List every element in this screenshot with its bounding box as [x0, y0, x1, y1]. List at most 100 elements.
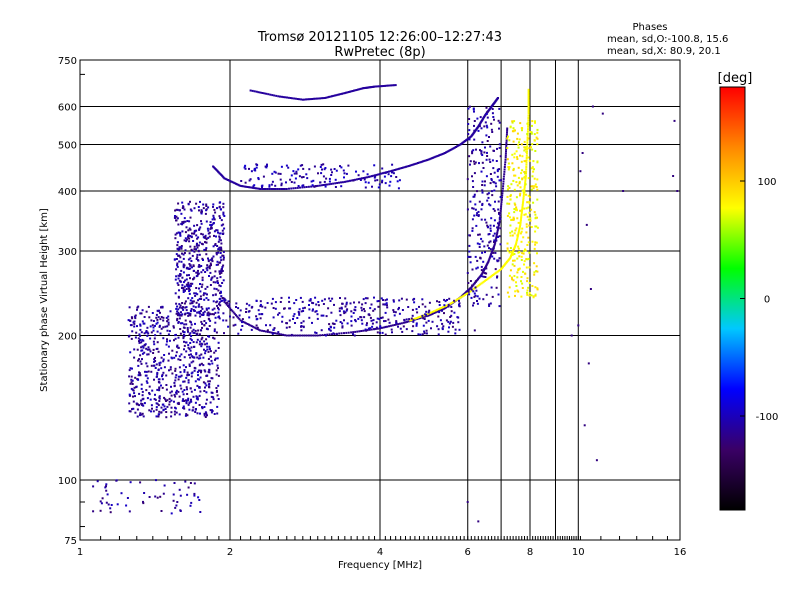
- data-point: [188, 365, 191, 367]
- data-point: [491, 250, 494, 253]
- data-point: [375, 321, 378, 324]
- data-point: [486, 151, 488, 154]
- data-point: [200, 265, 203, 267]
- data-point: [214, 349, 217, 352]
- data-point: [486, 155, 489, 157]
- data-point: [429, 157, 432, 160]
- data-point: [204, 212, 207, 215]
- data-point: [498, 235, 501, 238]
- data-point: [478, 233, 481, 236]
- data-point: [147, 305, 150, 308]
- data-point: [165, 374, 168, 377]
- data-point: [303, 306, 306, 309]
- data-point: [325, 96, 328, 99]
- data-point: [472, 186, 475, 188]
- data-point: [187, 403, 190, 406]
- data-point: [198, 343, 201, 346]
- data-point: [107, 503, 110, 506]
- data-point: [166, 340, 168, 343]
- data-point: [235, 302, 238, 305]
- data-point: [201, 276, 204, 279]
- data-point: [209, 355, 212, 358]
- data-point: [308, 304, 310, 306]
- data-point: [183, 389, 186, 391]
- data-point: [526, 148, 529, 150]
- data-point: [511, 234, 514, 237]
- data-point: [232, 316, 235, 319]
- data-point: [518, 228, 521, 230]
- data-point: [195, 292, 197, 295]
- data-point: [587, 362, 590, 365]
- data-point: [400, 322, 403, 325]
- data-point: [491, 108, 494, 110]
- data-point: [519, 186, 522, 189]
- data-point: [344, 311, 347, 314]
- data-point: [196, 311, 199, 314]
- data-point: [196, 237, 199, 240]
- data-point: [482, 271, 485, 274]
- data-point: [381, 179, 384, 182]
- data-point: [190, 339, 193, 342]
- data-point: [167, 345, 170, 348]
- data-point: [385, 84, 388, 87]
- data-point: [402, 321, 405, 324]
- data-point: [506, 291, 509, 294]
- data-point: [522, 193, 525, 196]
- data-point: [490, 253, 493, 256]
- data-point: [469, 290, 472, 293]
- data-point: [354, 178, 357, 181]
- data-point: [672, 175, 675, 177]
- data-point: [311, 321, 313, 324]
- data-point: [305, 173, 308, 176]
- data-point: [189, 332, 192, 335]
- data-point: [202, 311, 205, 314]
- data-point: [165, 416, 168, 419]
- data-point: [488, 241, 491, 244]
- data-point: [221, 270, 224, 272]
- data-point: [369, 316, 372, 319]
- data-point: [185, 323, 188, 326]
- data-point: [475, 224, 478, 227]
- data-point: [526, 215, 529, 218]
- data-point: [493, 232, 496, 235]
- data-point: [243, 166, 246, 169]
- data-point: [290, 181, 293, 183]
- data-point: [177, 336, 180, 339]
- data-point: [278, 312, 281, 315]
- data-point: [467, 133, 470, 135]
- data-point: [376, 179, 379, 182]
- data-point: [188, 240, 191, 243]
- data-point: [474, 208, 477, 211]
- data-point: [187, 346, 190, 349]
- data-point: [200, 306, 203, 308]
- data-point: [446, 150, 449, 153]
- data-point: [369, 175, 372, 178]
- data-point: [520, 280, 522, 283]
- data-point: [382, 326, 385, 329]
- data-point: [471, 150, 474, 153]
- data-point: [134, 376, 137, 379]
- data-point: [330, 174, 333, 176]
- data-point: [141, 309, 144, 312]
- data-point: [205, 238, 208, 241]
- data-point: [338, 332, 341, 335]
- data-point: [485, 279, 488, 281]
- data-point: [250, 170, 253, 173]
- data-point: [175, 302, 178, 305]
- data-point: [136, 403, 139, 406]
- data-point: [199, 200, 201, 203]
- data-point: [199, 290, 202, 293]
- data-point: [341, 325, 344, 328]
- data-point: [243, 321, 246, 324]
- data-point: [536, 137, 539, 140]
- data-point: [276, 188, 279, 190]
- data-point: [218, 235, 221, 238]
- data-point: [217, 307, 219, 309]
- data-point: [336, 182, 339, 184]
- data-point: [257, 91, 260, 94]
- data-point: [384, 333, 387, 336]
- data-point: [480, 150, 483, 153]
- data-point: [145, 380, 148, 383]
- data-point: [299, 186, 301, 189]
- data-point: [526, 145, 529, 148]
